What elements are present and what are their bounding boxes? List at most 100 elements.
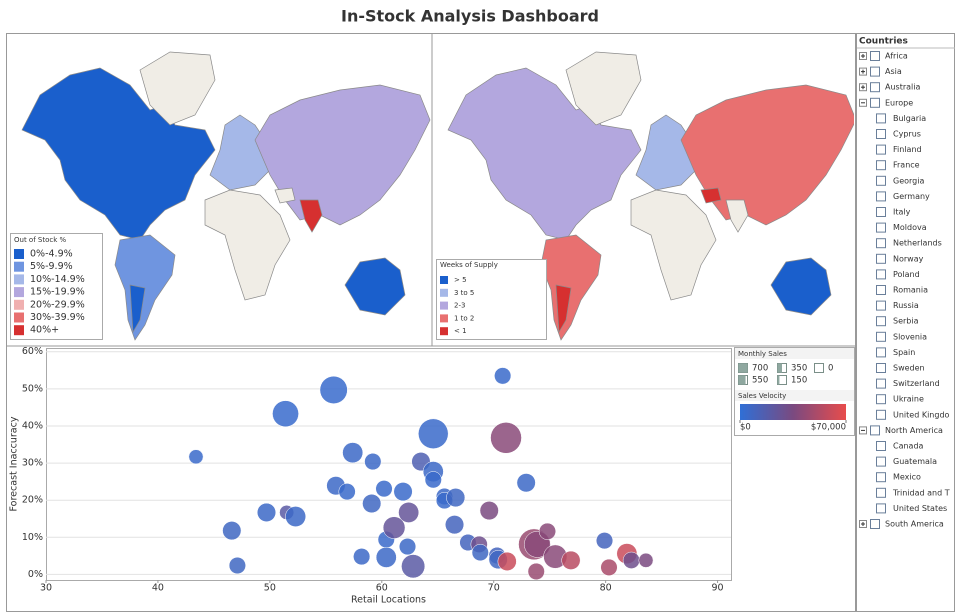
- legend-swatch: [440, 314, 448, 323]
- bubble: [382, 516, 406, 539]
- y-tick-label: 10%: [22, 532, 43, 543]
- checkbox[interactable]: [876, 285, 886, 295]
- bubble: [490, 422, 522, 454]
- bubble: [494, 367, 512, 385]
- country-label: Italy: [893, 208, 911, 217]
- bubble: [353, 548, 371, 566]
- checkbox[interactable]: [876, 363, 886, 373]
- country-label: Netherlands: [893, 239, 942, 248]
- checkbox[interactable]: [876, 487, 886, 498]
- legend-label: 2-3: [454, 302, 465, 310]
- legend-swatch: [440, 276, 448, 284]
- checkbox[interactable]: [876, 207, 886, 217]
- country-label: Sweden: [893, 364, 925, 373]
- bubble: [338, 483, 356, 501]
- frame: [6, 33, 856, 612]
- checkbox[interactable]: [876, 113, 886, 124]
- country-label: Canada: [893, 442, 924, 451]
- checkbox[interactable]: [870, 66, 880, 77]
- checkbox[interactable]: [876, 456, 886, 467]
- bubble: [418, 418, 449, 449]
- legend-swatch: [14, 249, 24, 259]
- legend-swatch: [14, 299, 24, 310]
- checkbox[interactable]: [870, 51, 880, 61]
- bubble: [595, 532, 614, 550]
- checkbox[interactable]: [876, 238, 886, 249]
- legend-label: 3 to 5: [454, 289, 474, 297]
- color-scale: [740, 404, 846, 420]
- checkbox[interactable]: [876, 144, 886, 155]
- checkbox[interactable]: [876, 441, 886, 451]
- country-label: Germany: [893, 192, 930, 201]
- checkbox[interactable]: [876, 316, 886, 327]
- legend-header: [735, 390, 854, 401]
- bubble: [188, 449, 204, 465]
- bubble: [272, 400, 299, 428]
- x-tick-label: 60: [376, 583, 388, 594]
- checkbox[interactable]: [870, 82, 880, 93]
- checkbox[interactable]: [876, 347, 886, 358]
- checkbox[interactable]: [876, 160, 886, 171]
- checkbox[interactable]: [876, 253, 886, 264]
- country-label: United States: [893, 504, 947, 513]
- country-label: Cyprus: [893, 130, 921, 139]
- y-tick-label: 40%: [22, 420, 43, 431]
- checkbox[interactable]: [876, 300, 886, 311]
- checkbox[interactable]: [870, 519, 880, 529]
- checkbox[interactable]: [876, 129, 886, 139]
- country-label: Serbia: [893, 317, 919, 326]
- legend-swatch: [14, 287, 24, 298]
- bubble: [319, 375, 348, 404]
- checkbox[interactable]: [870, 425, 880, 436]
- checkbox[interactable]: [876, 472, 886, 483]
- country-label: Georgia: [893, 176, 924, 185]
- x-tick-label: 70: [488, 583, 500, 594]
- bubble: [471, 543, 489, 562]
- country-label: Bulgaria: [893, 114, 926, 123]
- bubble: [393, 482, 413, 502]
- legend-label: 1 to 2: [454, 314, 474, 322]
- bubble: [342, 442, 364, 464]
- size-key: [777, 363, 782, 373]
- legend-title: Weeks of Supply: [440, 261, 498, 269]
- checkbox[interactable]: [876, 378, 886, 389]
- size-key-label: 350: [791, 364, 807, 374]
- group-label: South America: [885, 520, 944, 529]
- bubble: [256, 502, 277, 522]
- checkbox[interactable]: [870, 97, 880, 108]
- bubble: [375, 480, 393, 498]
- checkbox[interactable]: [876, 222, 886, 233]
- countries-panel: [856, 33, 955, 612]
- checkbox[interactable]: [876, 175, 886, 186]
- bubble: [479, 501, 499, 521]
- checkbox[interactable]: [876, 503, 886, 514]
- size-key: [738, 375, 746, 385]
- checkbox[interactable]: [876, 394, 886, 405]
- bubble: [516, 473, 536, 493]
- panel-title: Countries: [859, 37, 908, 47]
- size-key: [738, 363, 748, 373]
- x-tick-label: 50: [264, 583, 276, 594]
- bubble: [228, 556, 246, 575]
- country-label: Russia: [893, 301, 919, 310]
- checkbox[interactable]: [876, 269, 886, 280]
- checkbox[interactable]: [876, 409, 886, 420]
- x-tick-label: 80: [600, 583, 612, 594]
- size-key: [777, 375, 780, 385]
- legend-box: [436, 259, 547, 340]
- country-label: Finland: [893, 145, 922, 154]
- bubble: [398, 538, 417, 556]
- size-key-label: 550: [752, 376, 768, 386]
- y-tick-label: 60%: [22, 346, 43, 357]
- group-label: Asia: [885, 67, 902, 76]
- legend-label: 0%-4.9%: [30, 249, 73, 260]
- country-label: Romania: [893, 286, 928, 295]
- legend-box: [10, 233, 103, 340]
- country-label: Switzerland: [893, 379, 940, 388]
- bubble: [638, 552, 654, 568]
- legend-swatch: [440, 301, 448, 310]
- checkbox[interactable]: [876, 331, 886, 342]
- legend-swatch: [14, 274, 24, 285]
- checkbox[interactable]: [876, 191, 886, 202]
